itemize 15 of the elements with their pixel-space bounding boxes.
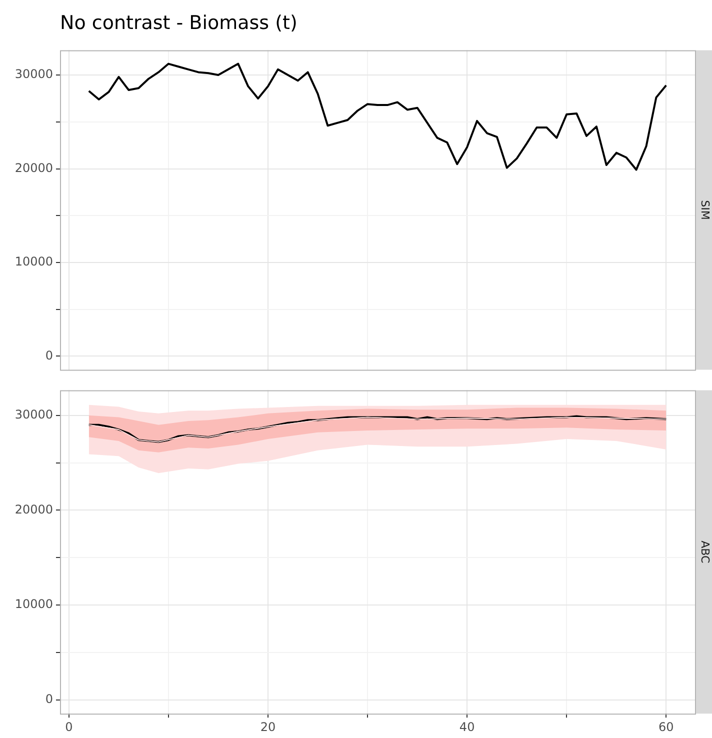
y-tick-label: 0 [45,348,53,362]
y-tick-label: 0 [45,692,53,706]
x-tick-label: 60 [658,720,674,734]
y-tick-label: 30000 [14,67,53,82]
y-tick-label: 30000 [14,407,53,422]
y-tick-label: 10000 [14,597,53,612]
x-tick-label: 20 [260,720,276,734]
y2-axis-title: SIM [698,200,712,220]
y-tick-label: 20000 [14,160,53,175]
y-tick-label: 20000 [14,502,53,516]
y2-axis-title: ABC [698,540,712,564]
x-tick-label: 0 [65,720,73,734]
x-tick-label: 40 [459,720,475,734]
y-tick-label: 10000 [14,254,53,269]
chart-title: No contrast - Biomass (t) [60,12,298,34]
